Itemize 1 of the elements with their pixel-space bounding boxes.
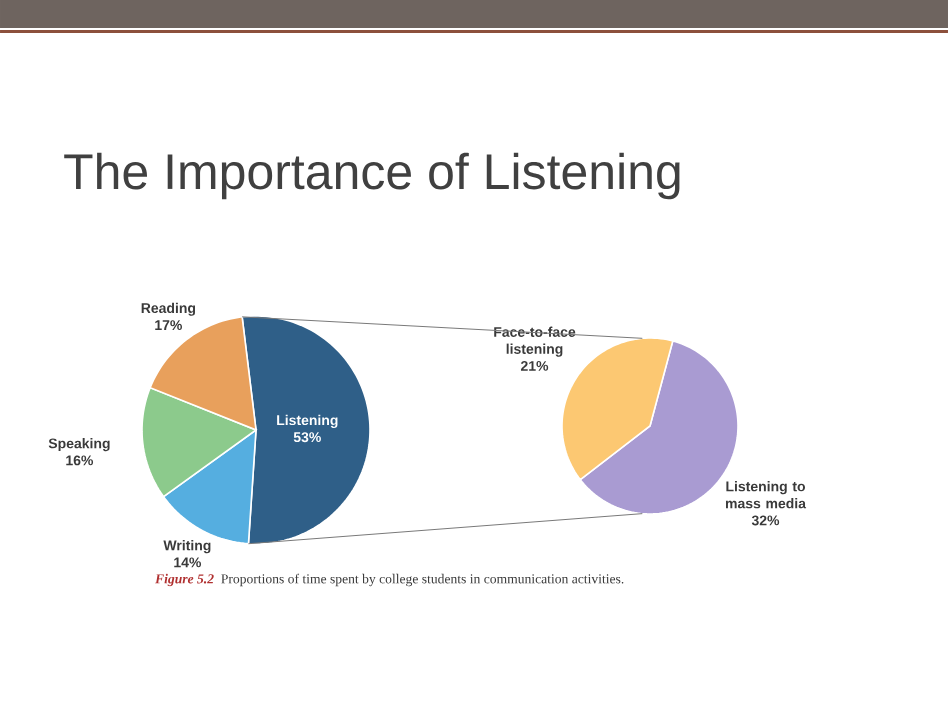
chart-title: The Importance of Listening xyxy=(64,152,680,200)
